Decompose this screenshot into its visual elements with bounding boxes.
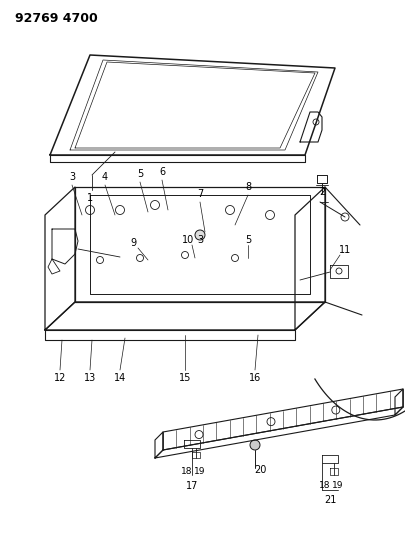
Text: 7: 7 — [197, 189, 203, 199]
Text: 3: 3 — [197, 235, 203, 245]
Text: 9: 9 — [130, 238, 136, 248]
Text: 17: 17 — [186, 481, 198, 491]
Circle shape — [250, 440, 260, 450]
Text: 1: 1 — [87, 193, 93, 203]
Text: 18: 18 — [319, 481, 331, 489]
Text: 12: 12 — [54, 373, 66, 383]
Text: 13: 13 — [84, 373, 96, 383]
Text: 20: 20 — [254, 465, 266, 475]
Text: 8: 8 — [245, 182, 251, 192]
Text: 19: 19 — [332, 481, 344, 489]
Text: 18: 18 — [181, 467, 193, 477]
Text: 2: 2 — [319, 187, 325, 197]
Text: 11: 11 — [339, 245, 351, 255]
Text: 5: 5 — [245, 235, 251, 245]
Text: 92769 4700: 92769 4700 — [15, 12, 98, 25]
Text: 4: 4 — [102, 172, 108, 182]
Text: 10: 10 — [182, 235, 194, 245]
Text: 3: 3 — [69, 172, 75, 182]
Text: 19: 19 — [194, 467, 206, 477]
Text: 6: 6 — [159, 167, 165, 177]
Text: 14: 14 — [114, 373, 126, 383]
Circle shape — [195, 230, 205, 240]
Text: 21: 21 — [324, 495, 336, 505]
Text: 5: 5 — [137, 169, 143, 179]
Text: 16: 16 — [249, 373, 261, 383]
Text: 15: 15 — [179, 373, 191, 383]
